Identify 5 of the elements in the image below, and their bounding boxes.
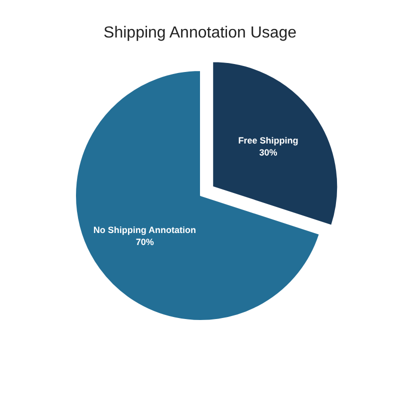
data-label: 70%: [136, 236, 154, 247]
data-label: 30%: [259, 147, 278, 158]
chart-title: Shipping Annotation Usage: [104, 24, 297, 42]
slice-label: Free Shipping: [238, 135, 298, 146]
slice-label: No Shipping Annotation: [93, 224, 196, 235]
